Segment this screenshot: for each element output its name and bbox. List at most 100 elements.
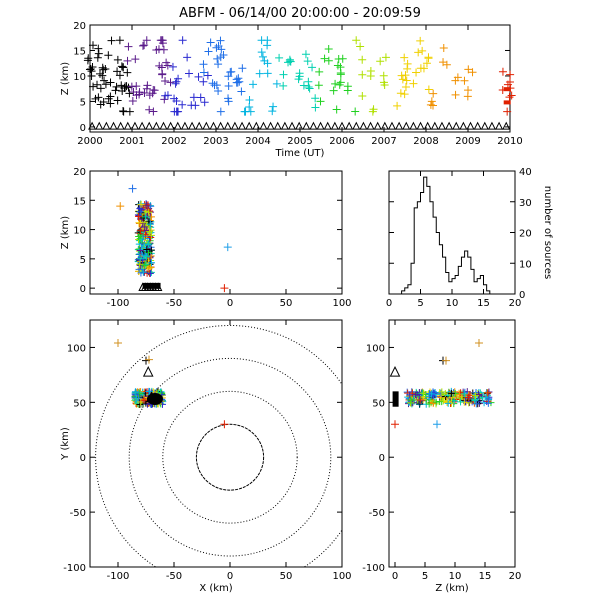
outlier-point [116,202,125,211]
data-point [107,36,116,45]
data-point [213,54,222,63]
x-tick-label: 20 [509,571,522,582]
data-point [269,102,278,111]
data-point [412,68,421,77]
station-marker [459,121,468,130]
data-point [196,93,205,102]
data-point [416,36,425,45]
data-point [398,75,407,84]
data-point [304,83,313,92]
data-point [368,107,377,116]
data-point [96,84,105,93]
data-point [263,36,272,45]
data-point [260,56,269,65]
data-point [471,396,479,404]
station-marker [302,121,311,130]
data-point [380,80,389,89]
station-marker [395,121,404,130]
data-point [159,45,168,54]
data-point [206,38,215,47]
data-point [120,83,129,92]
data-point [145,208,153,216]
data-point [199,60,208,69]
data-point [439,58,448,67]
data-point [308,63,317,72]
data-point [132,82,141,91]
outlier-point [114,339,122,348]
data-point [123,68,132,77]
y-tick-label: 5 [80,255,86,266]
data-point [117,62,126,71]
data-point [224,81,233,90]
data-point [332,105,341,114]
data-point [214,86,223,95]
data-point [145,91,154,100]
y-tick-label: -50 [369,508,385,519]
data-point [104,51,113,60]
data-point [113,67,122,76]
station-marker [109,121,118,130]
data-point [352,36,361,45]
data-point [403,59,412,68]
station-marker [259,121,268,130]
station-marker [487,121,496,130]
data-point [432,398,440,406]
station-marker [145,121,154,130]
data-point [86,64,95,73]
outlier-point [391,420,399,429]
y-axis-label: Y (km) [60,427,71,461]
y-tick-label: -50 [70,508,86,519]
z_y-panel: 0 5 10 15 20 -100 -50 0 50 100 Z (km) [362,319,522,594]
station-marker [230,121,239,130]
data-point [324,56,333,65]
plot-panels: 2000 2001 2002 2003 2004 2005 2006 2007 2008 2009… [60,21,553,594]
data-point [161,76,170,85]
data-point [316,97,325,106]
outlier-point [433,420,441,429]
station-marker [480,121,489,130]
station-marker [223,121,232,130]
data-point [464,393,472,401]
data-point [94,93,103,102]
station-marker [245,121,254,130]
data-point [145,248,153,256]
data-point [422,59,431,68]
data-point [158,39,167,48]
x-tick-label: 2009 [455,136,480,147]
data-point [329,86,338,95]
data-point [150,86,159,95]
data-point [173,107,182,116]
x-tick-label: 5 [422,571,428,582]
data-point [429,89,438,98]
data-point [145,228,153,236]
station-marker [238,121,247,130]
data-point [376,57,385,66]
data-point [143,245,151,253]
data-point [315,67,324,76]
data-point [115,36,124,45]
station-marker [159,121,168,130]
x-tick-label: 50 [280,571,293,582]
data-point [140,88,149,97]
data-point [200,98,209,107]
data-point [279,81,288,90]
data-point [412,391,420,399]
data-point [311,103,320,112]
station-marker [88,121,97,130]
station-cluster [142,282,161,289]
data-point [484,389,492,397]
x-tick-label: 2005 [287,136,312,147]
y-tick-label: 0 [519,290,525,301]
station-marker [216,121,225,130]
histogram-bars [401,176,493,295]
data-point [224,72,233,81]
data-point [214,60,223,69]
data-point [238,64,247,73]
data-point [146,388,154,396]
x-tick-label: 15 [477,298,490,309]
data-point [505,93,514,102]
x-tick-label: -100 [107,571,130,582]
data-point [234,74,243,83]
station-marker [166,121,175,130]
